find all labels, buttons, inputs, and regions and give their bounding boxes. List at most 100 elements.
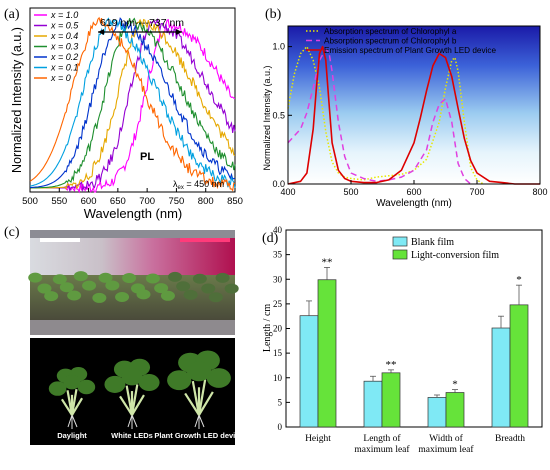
greenhouse-plant: [59, 282, 74, 293]
greenhouse-plants: [28, 271, 239, 303]
panel-d-bar-light-conversion-film-breadth: [509, 304, 529, 428]
panel-a-series-x-0-1: [29, 17, 236, 189]
plant-label-daylight: Daylight: [57, 431, 87, 440]
panel-a-x-tick-label: 850: [227, 196, 243, 207]
panel-d-bar-light-conversion-film-height: [317, 279, 337, 428]
panel-a-legend: x = 1.0x = 0.5x = 0.4x = 0.3x = 0.2x = 0…: [34, 10, 79, 83]
panel-a-x-axis-title: Wavelength (nm): [84, 206, 183, 221]
panel-d-significance-mark: *: [452, 379, 458, 391]
plant-leaf: [167, 370, 192, 391]
white-led-lamp: [40, 238, 80, 242]
panel-d-y-tick-label: 30: [273, 274, 283, 284]
panel-a-legend-label: x = 0: [50, 73, 71, 83]
panel-b-y-tick-label: 0.5: [272, 110, 285, 120]
panel-a-series-x-0-3: [30, 17, 236, 189]
panel-a-legend-label: x = 0.2: [50, 52, 78, 62]
panel-a-x-tick-label: 750: [168, 196, 184, 207]
panel-d-bar-light-conversion-film-width-of-maximum-leaf: [445, 392, 465, 428]
panel-b-plot-background: [288, 26, 540, 184]
greenhouse-plant: [28, 272, 43, 283]
panel-b-ticks: 400 500 600 700 800 0.0 0.5 1.0: [272, 42, 547, 197]
panel-b-y-axis-title: Normalized Intensity (a.u.): [262, 65, 272, 170]
plant-leaf: [77, 379, 96, 395]
greenhouse-plant: [82, 280, 97, 291]
panel-b-x-tick-label: 600: [406, 187, 421, 197]
panel-d-y-axis-title: Length / cm: [262, 304, 273, 353]
panel-a-series-x-0: [29, 16, 236, 192]
plant-leaf: [48, 381, 67, 396]
panel-d-y-tick-label: 10: [273, 373, 283, 383]
greenhouse-plant: [136, 289, 151, 300]
panel-b-curves: [287, 45, 540, 185]
panel-a-arrow-right-icon: [176, 29, 182, 35]
greenhouse-ceiling: [30, 230, 235, 238]
plant-root: [67, 414, 78, 429]
panel-d-bar-light-conversion-film-length-of-maximum-leaf: [381, 372, 401, 428]
greenhouse-plant: [201, 283, 216, 294]
panel-a-x-ticks: 500 550 600 650 700 750 800 850: [22, 188, 243, 207]
panel-b-series-emission-spectrum-of-plant-growth-led-device: [287, 45, 540, 185]
panel-b-series-absorption-spectrum-of-chlorophyl-a: [287, 45, 484, 185]
panel-d-legend-swatch: [392, 249, 408, 260]
red-led-lamp: [180, 238, 230, 242]
panel-d-y-tick-label: 20: [273, 324, 283, 334]
greenhouse-plant: [176, 281, 191, 292]
panel-d-y-tick-label: 40: [273, 225, 283, 235]
plant-leaf: [206, 368, 231, 388]
panel-b-x-tick-label: 400: [280, 187, 295, 197]
greenhouse-plant: [224, 283, 239, 294]
panel-d-y-tick-label: 25: [273, 299, 283, 309]
panel-d-category-label: maximum leaf: [354, 444, 410, 455]
plant-root: [194, 414, 205, 429]
plant-leaf: [186, 361, 212, 382]
harvested-plants: [48, 350, 231, 429]
panel-a-series-x-0-5: [30, 17, 236, 193]
greenhouse-plant: [183, 289, 198, 300]
panel-d-y-tick-label: 5: [278, 397, 283, 407]
plant-leaf: [138, 373, 160, 392]
greenhouse-plant: [52, 274, 67, 285]
panel-c-letter: (c): [4, 225, 20, 240]
plant-label-plant-growth-led: Plant Growth LED device: [154, 431, 243, 440]
panel-a-x-tick-label: 700: [139, 196, 155, 207]
panel-a-arrow-left-icon: [98, 29, 104, 35]
panel-d-legend: Blank film Light-conversion film: [392, 236, 499, 261]
greenhouse-plant: [105, 280, 120, 291]
panel-d-legend-label: Blank film: [411, 237, 454, 248]
panel-d-bar-blank-film-height: [299, 315, 319, 428]
panel-a-legend-label: x = 0.5: [50, 21, 79, 31]
panel-d-category-label: maximum leaf: [418, 444, 474, 455]
panel-b-letter: (b): [265, 7, 282, 22]
plant-leaf: [104, 375, 126, 393]
panel-a-letter: (a): [4, 7, 20, 22]
panel-a-legend-label: x = 0.1: [50, 63, 78, 73]
panel-a-range-label: 619 nm----737 nm: [100, 17, 184, 29]
panel-d-category-label: Width of: [429, 433, 463, 444]
greenhouse-plant: [192, 273, 207, 284]
plant-stem: [184, 392, 200, 416]
panel-a-legend-label: x = 1.0: [50, 10, 78, 20]
panel-c: (c) Daylight White LEDs Plant Growth LED…: [4, 225, 244, 445]
greenhouse-plant: [208, 292, 223, 303]
panel-a-x-tick-label: 600: [81, 196, 97, 207]
panel-a-curves: [29, 16, 236, 194]
panel-d-category-label: Height: [305, 434, 331, 444]
panel-a-series-x-0-2: [30, 17, 236, 189]
greenhouse-plant: [168, 271, 183, 282]
plant-leaf: [121, 368, 143, 386]
panel-a-y-axis-title: Normalized Intensity (a.u.): [10, 27, 24, 173]
plant-leaf: [63, 375, 81, 390]
panel-a-legend-label: x = 0.4: [50, 31, 78, 41]
greenhouse-plant: [160, 290, 175, 301]
panel-d-significance-mark: *: [516, 274, 522, 286]
panel-b-legend-label: Emission spectrum of Plant Growth LED de…: [324, 46, 496, 55]
panel-b-x-axis-title: Wavelength (nm): [376, 198, 452, 209]
panel-d-bar-blank-film-length-of-maximum-leaf: [363, 380, 383, 428]
plant-stem: [60, 398, 73, 416]
greenhouse-plant: [67, 290, 82, 301]
panel-b-legend: Absorption spectrum of Chlorophyl aAbsor…: [306, 27, 496, 55]
plant-stem: [131, 394, 145, 416]
plant-root: [127, 414, 138, 429]
panel-b: (b) 400 500 600 700 800 0.0 0.5 1.0 Absorption …: [262, 7, 548, 209]
greenhouse-plant: [122, 273, 137, 284]
